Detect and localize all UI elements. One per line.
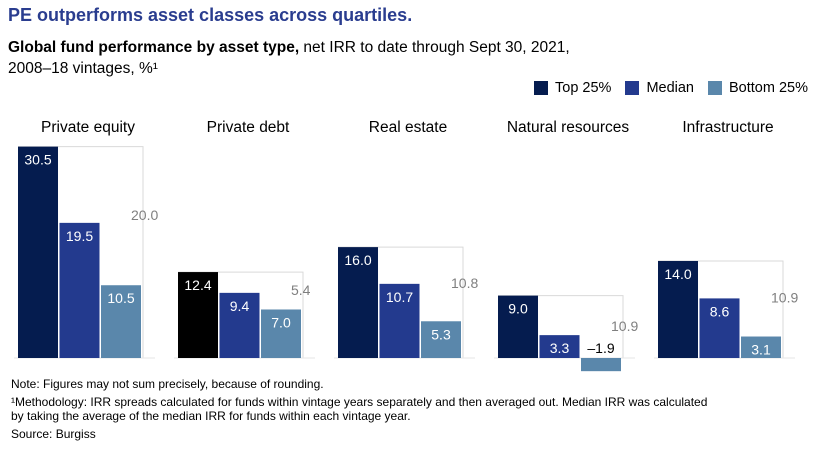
bar-private-equity-top [18,146,58,358]
legend: Top 25% Median Bottom 25% [534,80,808,96]
subtitle-line-1: Global fund performance by asset type, n… [8,37,708,58]
panel-outline-real-estate [338,246,464,358]
bar-natural-resources-median [539,335,580,358]
footnote-methodology-2: by taking the average of the median IRR … [11,409,411,423]
spread-label-infrastructure: 10.9 [771,290,798,306]
bar-label-private-equity-top: 30.5 [24,152,51,168]
panel-outline-private-debt [178,271,304,358]
legend-swatch-median [625,81,640,95]
bar-label-real-estate-median: 10.7 [386,289,413,305]
bar-label-private-debt-median: 9.4 [230,298,250,314]
spread-label-private-equity: 20.0 [131,207,158,223]
bar-private-equity-bottom [101,285,141,358]
bar-real-estate-top [338,247,378,358]
bar-label-real-estate-bottom: 5.3 [431,326,451,342]
bar-label-private-equity-median: 19.5 [66,228,93,244]
bar-label-private-debt-bottom: 7.0 [271,314,291,330]
bar-private-equity-median [59,222,100,358]
bar-private-debt-bottom [261,309,301,358]
bar-private-debt-top [178,272,218,358]
legend-label-top: Top 25% [555,80,612,96]
bar-label-natural-resources-bottom: –1.9 [587,340,614,356]
spread-label-real-estate: 10.8 [451,275,478,291]
subtitle-line-2: 2008–18 vintages, %¹ [8,60,158,77]
panel-title-real-estate: Real estate [369,119,447,136]
legend-label-bottom: Bottom 25% [729,80,808,96]
bar-label-private-debt-top: 12.4 [184,277,211,293]
legend-item-top: Top 25% [534,80,611,96]
bar-label-infrastructure-top: 14.0 [664,266,691,282]
bar-infrastructure-top [658,260,698,358]
panel-title-private-equity: Private equity [41,119,135,136]
bar-real-estate-bottom [421,321,461,358]
chart-subtitle: Global fund performance by asset type, n… [8,37,708,79]
footnotes: Note: Figures may not sum precisely, bec… [11,377,801,441]
bar-label-real-estate-top: 16.0 [344,252,371,268]
bar-label-natural-resources-top: 9.0 [508,301,528,317]
panel-outline-infrastructure [658,260,784,358]
bar-real-estate-median [379,283,420,358]
legend-item-median: Median [625,80,694,96]
spread-label-natural-resources: 10.9 [611,318,638,334]
bar-label-private-equity-bottom: 10.5 [107,290,134,306]
panel-title-infrastructure: Infrastructure [682,119,773,136]
spread-label-private-debt: 5.4 [291,282,311,298]
bar-label-natural-resources-median: 3.3 [550,340,570,356]
legend-item-bottom: Bottom 25% [708,80,808,96]
footnote-note: Note: Figures may not sum precisely, bec… [11,377,324,391]
bar-label-infrastructure-median: 8.6 [710,303,730,319]
legend-swatch-bottom [708,81,722,95]
panel-title-private-debt: Private debt [207,119,290,136]
legend-swatch-top [534,81,548,95]
panel-outline-private-equity [18,146,144,358]
panel-title-natural-resources: Natural resources [507,119,630,136]
chart-title: PE outperforms asset classes across quar… [8,5,413,25]
footnote-source: Source: Burgiss [11,426,96,441]
bar-infrastructure-bottom [741,336,781,358]
subtitle-bold: Global fund performance by asset type, [8,39,300,56]
footnote-methodology-1: ¹Methodology: IRR spreads calculated for… [11,394,708,409]
bar-natural-resources-top [498,295,538,358]
bar-natural-resources-bottom [581,358,621,372]
panel-outline-natural-resources [498,295,624,358]
bar-infrastructure-median [699,298,740,358]
subtitle-rest: net IRR to date through Sept 30, 2021, [299,39,570,56]
bar-private-debt-median [219,292,260,358]
bar-label-infrastructure-bottom: 3.1 [751,342,771,358]
legend-label-median: Median [646,80,694,96]
